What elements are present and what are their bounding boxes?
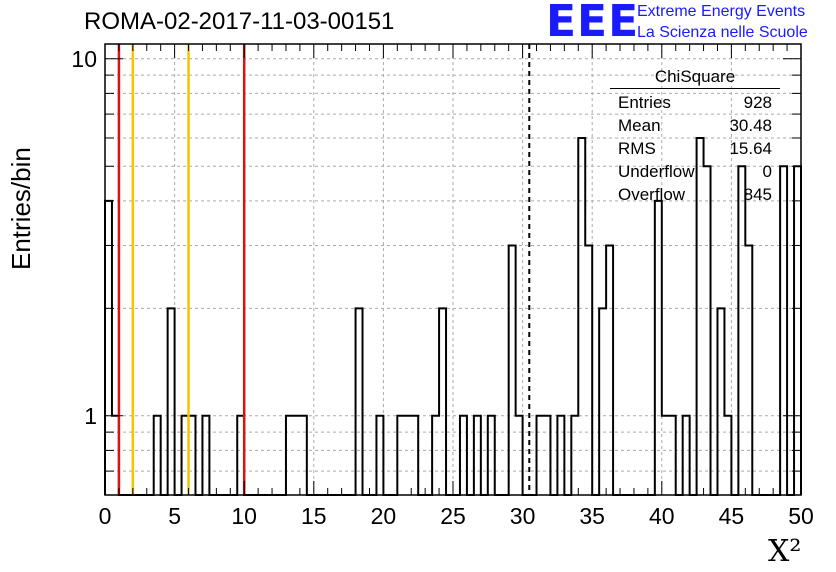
histogram-bin: [397, 416, 404, 495]
stats-row-mean: Mean 30.48: [610, 114, 780, 137]
histogram-bin: [286, 416, 293, 495]
histogram-bin: [585, 245, 592, 495]
histogram-bin: [724, 416, 731, 495]
histogram-bin: [557, 416, 564, 495]
histogram-bin: [460, 416, 467, 495]
chart-title: ROMA-02-2017-11-03-00151: [84, 8, 395, 35]
stats-value: 15.64: [729, 139, 772, 158]
x-tick-label: 25: [440, 503, 466, 529]
histogram-bin: [543, 416, 550, 495]
x-tick-label: 50: [788, 503, 814, 529]
histogram-bin: [154, 416, 161, 495]
histogram-bin: [516, 416, 523, 495]
histogram-bin: [488, 416, 495, 495]
histogram-bin: [662, 416, 669, 495]
histogram-bin: [738, 166, 745, 495]
histogram-bin: [780, 166, 787, 495]
x-tick-label: 5: [168, 503, 181, 529]
x-tick-label: 30: [510, 503, 536, 529]
stats-value: 0: [762, 162, 772, 181]
x-tick-label: 35: [579, 503, 605, 529]
x-tick-label: 20: [371, 503, 397, 529]
y-tick-label: 1: [84, 403, 97, 429]
x-tick-label: 40: [649, 503, 675, 529]
histogram-bin: [669, 416, 676, 495]
stats-value: 845: [743, 185, 772, 204]
x-tick-label: 10: [231, 503, 257, 529]
stats-value: 30.48: [729, 116, 772, 135]
histogram-bin: [537, 416, 544, 495]
histogram-bin: [474, 416, 481, 495]
histogram-bin: [578, 138, 585, 495]
stats-title: ChiSquare: [610, 67, 780, 89]
stats-label: Mean: [618, 116, 661, 135]
x-tick-label: 45: [719, 503, 745, 529]
stats-label: Underflow: [618, 162, 695, 181]
logo-line-1: Extreme Energy Events: [637, 3, 806, 20]
histogram-bin: [439, 308, 446, 495]
stats-label: RMS: [618, 139, 656, 158]
histogram-bin: [411, 416, 418, 495]
histogram-bin: [655, 201, 662, 495]
stats-row-overflow: Overflow 845: [610, 183, 780, 206]
histogram-bin: [293, 416, 300, 495]
histogram-bin: [432, 416, 439, 495]
x-axis-label: X²: [768, 534, 802, 569]
histogram-bin: [404, 416, 411, 495]
histogram-bin: [376, 416, 383, 495]
stats-row-underflow: Underflow 0: [610, 160, 780, 183]
stats-label: Entries: [618, 93, 671, 112]
stats-row-rms: RMS 15.64: [610, 137, 780, 160]
stats-row-entries: Entries 928: [610, 91, 780, 114]
stats-box: ChiSquare Entries 928 Mean 30.48 RMS 15.64 …: [610, 67, 780, 206]
x-tick-label: 0: [99, 503, 112, 529]
x-tick-label: 15: [301, 503, 327, 529]
histogram-bin: [599, 308, 606, 495]
histogram-bin: [704, 166, 711, 495]
histogram-bin: [571, 416, 578, 495]
histogram-bin: [745, 245, 752, 495]
histogram-bin: [683, 416, 690, 495]
histogram-bin: [794, 166, 801, 495]
histogram-bin: [509, 245, 516, 495]
histogram-bin: [606, 245, 613, 495]
histogram-bin: [717, 308, 724, 495]
logo-line-2: La Scienza nelle Scuole: [637, 24, 808, 41]
stats-value: 928: [743, 93, 772, 112]
histogram-bin: [356, 308, 363, 495]
y-tick-label: 10: [71, 46, 97, 72]
histogram-bin: [202, 416, 209, 495]
histogram-bin: [300, 416, 307, 495]
stats-label: Overflow: [618, 185, 686, 204]
histogram-bin: [168, 308, 175, 495]
eee-logo: EEE: [546, 0, 640, 47]
